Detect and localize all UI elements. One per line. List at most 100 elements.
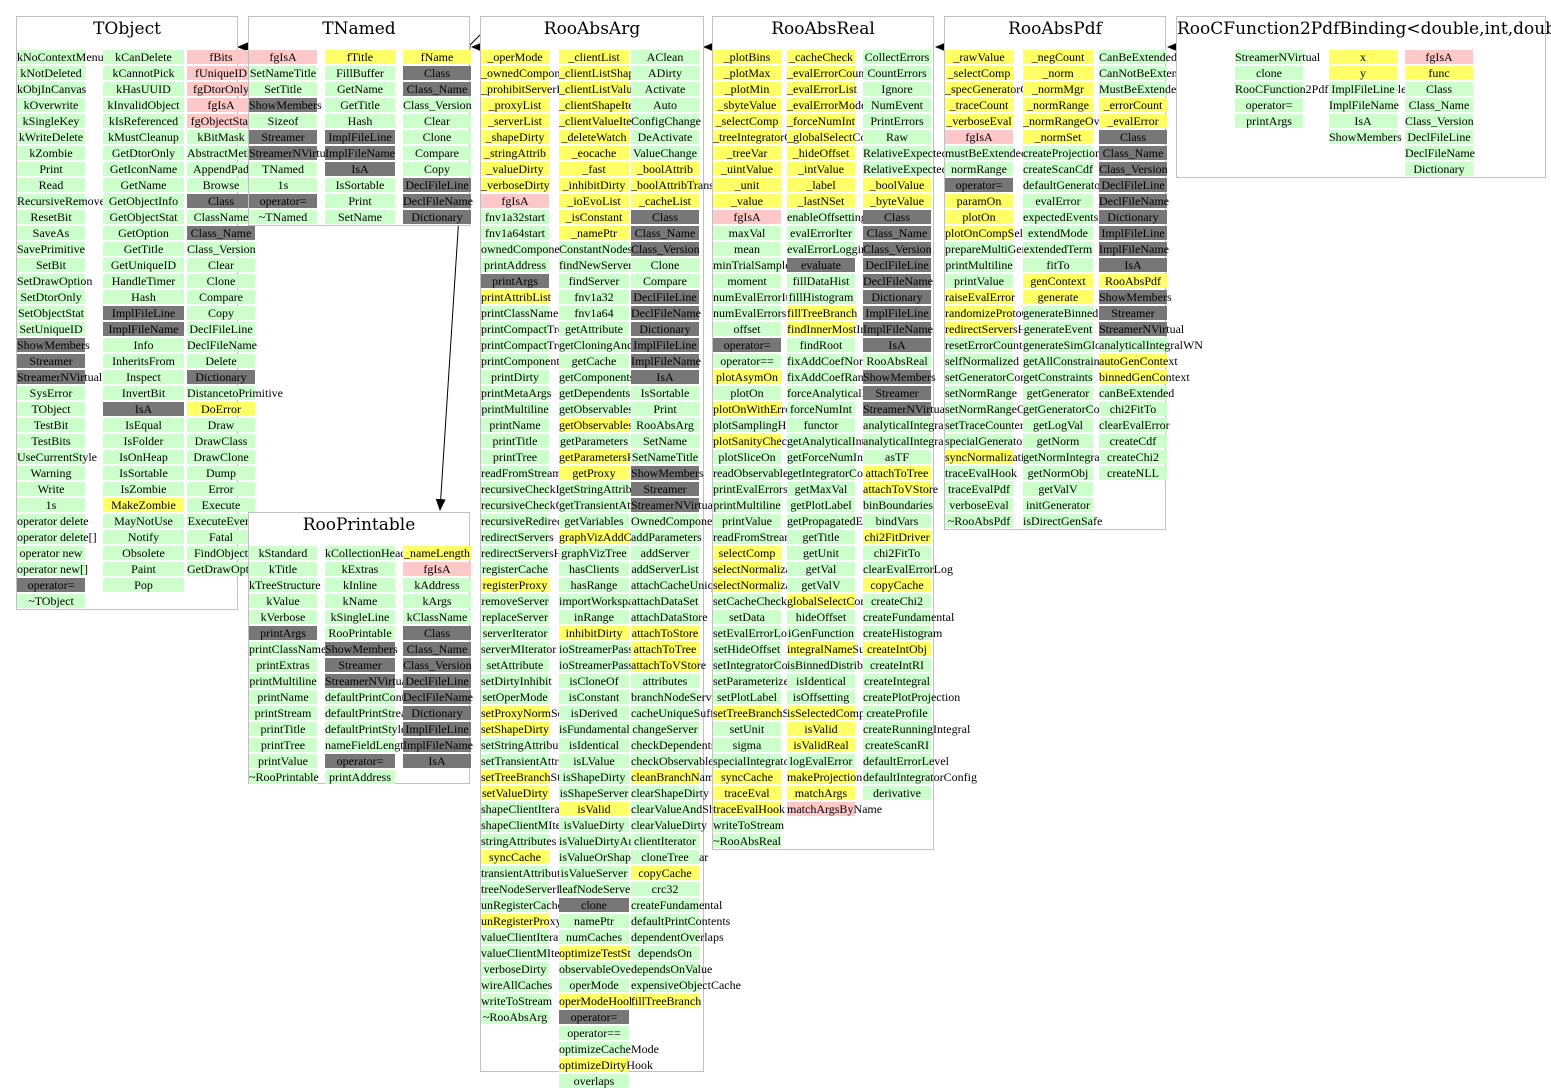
member-cell: defaultErrorLevel — [863, 754, 949, 768]
member-cell: binBoundaries — [863, 498, 933, 512]
member-cell: Draw — [187, 418, 255, 432]
member-cell: printMultiline — [249, 674, 317, 688]
member-cell: GetName — [103, 178, 184, 192]
member-cell: getPlotLabel — [787, 498, 855, 512]
member-cell: InvertBit — [103, 386, 184, 400]
member-cell: StreamerNVirtual — [1099, 322, 1185, 336]
member-cell: AClean — [631, 50, 699, 64]
member-cell: _stringAttrib — [481, 146, 549, 160]
member-cell: SetNameTitle — [631, 450, 699, 464]
member-cell: _specGeneratorConfig — [945, 82, 1054, 96]
member-cell: plotOn — [713, 386, 781, 400]
member-cell: unRegisterCache — [481, 898, 563, 912]
member-cell: optimizeCacheMode — [559, 1042, 659, 1056]
member-cell: Hash — [103, 290, 184, 304]
member-cell: ShowMembers — [1099, 290, 1172, 304]
member-cell: _plotMax — [713, 66, 781, 80]
member-cell: attachToVStore — [631, 658, 707, 672]
member-cell: setShapeDirty — [481, 722, 549, 736]
member-cell: operator new[] — [17, 562, 88, 576]
member-cell: getParameters — [559, 434, 629, 448]
member-cell: IsA — [1099, 258, 1167, 272]
member-cell: syncNormalization — [945, 450, 1037, 464]
member-cell: checkObservables — [631, 754, 719, 768]
member-cell: transientAttributes — [481, 866, 571, 880]
member-cell: Streamer — [631, 482, 699, 496]
member-cell: globalSelectComp — [787, 594, 876, 608]
member-cell: fillDataHist — [787, 274, 855, 288]
member-cell: traceEvalHook — [945, 466, 1017, 480]
member-cell: _evalErrorList — [787, 82, 857, 96]
class-title: RooAbsArg — [543, 19, 641, 39]
member-cell: addServerList — [631, 562, 699, 576]
member-cell: cleanBranchNames — [631, 770, 725, 784]
member-cell: Browse — [187, 178, 255, 192]
member-cell: numEvalErrorItems — [713, 290, 809, 304]
member-cell: attachDataSet — [631, 594, 699, 608]
member-cell: verboseDirty — [481, 962, 549, 976]
member-cell: printClassName — [481, 306, 559, 320]
member-cell: serverIterator — [481, 626, 549, 640]
member-cell: getNormIntegral — [1023, 450, 1103, 464]
member-cell: isOffsetting — [787, 690, 855, 704]
edge-rooabsarg-rooprintable — [435, 34, 481, 511]
member-cell: chi2FitTo — [863, 546, 931, 560]
member-cell: _value — [713, 194, 781, 208]
class-box-4: RooAbsPdf _rawValue _selectComp _specGenera… — [944, 16, 1203, 530]
member-cell: checkDependents — [631, 738, 716, 752]
member-cell: logEvalError — [787, 754, 855, 768]
member-cell: moment — [713, 274, 781, 288]
member-cell: getCloningAncestors — [559, 338, 661, 352]
member-cell: printMultiline — [713, 498, 781, 512]
member-cell: printClassName — [249, 642, 327, 656]
member-cell: operator= — [945, 178, 1013, 192]
member-cell: SetObjectStat — [17, 306, 85, 320]
member-cell: findServer — [559, 274, 629, 288]
member-cell: isDirectGenSafe — [1023, 514, 1103, 528]
member-cell: getValV — [787, 578, 855, 592]
member-cell: Class_Name — [631, 226, 699, 240]
member-cell: isValid — [559, 802, 629, 816]
member-cell: 1s — [249, 178, 317, 192]
member-cell: _evalErrorCount — [787, 66, 868, 80]
member-cell: _clientListShape — [559, 66, 640, 80]
member-cell: ImplFileName — [103, 322, 184, 336]
member-cell: _deleteWatch — [559, 130, 629, 144]
member-cell: Copy — [403, 162, 471, 176]
member-cell: operator new — [17, 546, 85, 560]
member-cell: fnv1a32start — [481, 210, 549, 224]
member-cell: wireAllCaches — [481, 978, 553, 992]
member-cell: traceEvalHook — [713, 802, 785, 816]
member-cell: kExtras — [325, 562, 395, 576]
member-cell: _inhibitDirty — [559, 178, 629, 192]
member-cell: SetBit — [17, 258, 85, 272]
member-cell: analyticalIntegral — [863, 418, 947, 432]
member-cell: getTitle — [787, 530, 855, 544]
member-cell: functor — [787, 418, 855, 432]
member-cell: _clientListValue — [559, 82, 638, 96]
member-cell: createChi2 — [863, 594, 931, 608]
member-cell: evalError — [1023, 194, 1093, 208]
member-cell: Streamer — [325, 658, 395, 672]
member-cell: ImplFileName — [1099, 242, 1169, 256]
member-cell: Dictionary — [403, 706, 471, 720]
member-cell: Dictionary — [1099, 210, 1167, 224]
member-cell: ImplFileName — [863, 322, 933, 336]
member-cell: Class — [1099, 130, 1167, 144]
member-cell: getLogVal — [1023, 418, 1093, 432]
member-cell: kNotDeleted — [17, 66, 85, 80]
member-cell: findInnerMostIntegration — [787, 322, 909, 336]
member-cell: registerProxy — [481, 578, 549, 592]
member-cell: setPlotLabel — [713, 690, 781, 704]
member-cell: optimizeTestStatistic — [559, 946, 660, 960]
member-cell: canBeExtended — [1099, 386, 1175, 400]
member-cell: addParameters — [631, 530, 702, 544]
member-cell: getStringAttribute — [559, 482, 647, 496]
member-cell: isIdentical — [559, 738, 629, 752]
member-cell: isIdentical — [787, 674, 855, 688]
member-cell: sigma — [713, 738, 781, 752]
member-cell: DeclFileLine — [1099, 178, 1167, 192]
member-cell: isShapeServer — [559, 786, 629, 800]
member-cell: DeclFileName — [403, 690, 473, 704]
class-title: RooPrintable — [302, 515, 416, 535]
